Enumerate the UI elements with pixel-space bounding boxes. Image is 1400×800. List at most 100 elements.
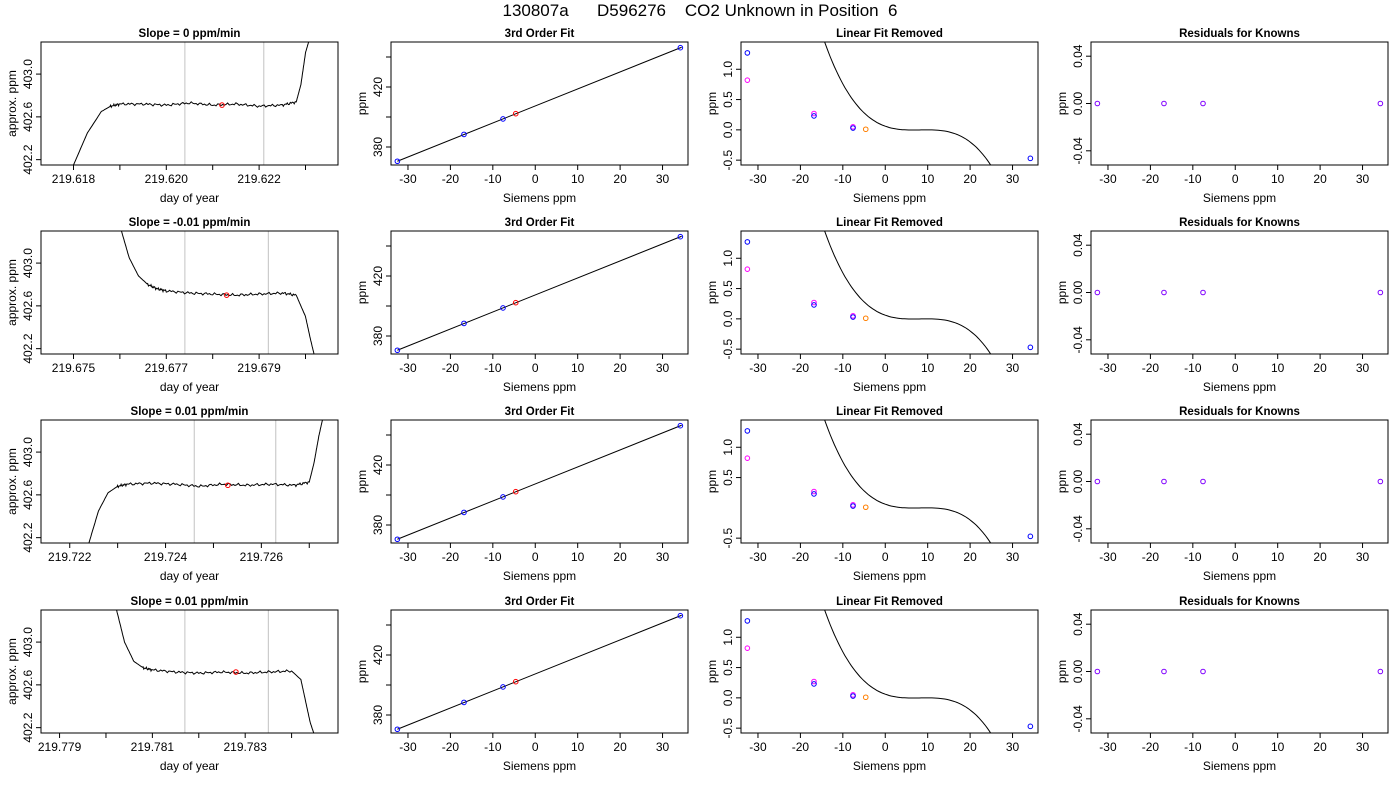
plot-frame	[390, 41, 689, 166]
x-tick-label: -30	[749, 361, 767, 375]
chart-title: Slope = 0 ppm/min	[139, 28, 241, 40]
y-axis-label: approx. ppm	[5, 70, 19, 137]
x-axis-label: Siemens ppm	[1203, 191, 1276, 205]
chart-panel: Linear Fit Removed Siemens ppm ppm -30 -20 -1…	[700, 590, 1050, 780]
y-tick-label: 1.0	[721, 439, 735, 456]
chart-title: Slope = -0.01 ppm/min	[129, 217, 251, 229]
plot-area	[824, 610, 992, 733]
plot-frame	[740, 419, 1039, 544]
x-tick-label: 219.726	[240, 550, 284, 564]
x-tick-label: -10	[484, 172, 502, 186]
plot-area	[88, 420, 323, 543]
x-tick-label: 219.724	[144, 550, 188, 564]
x-tick-label: 0	[1232, 361, 1239, 375]
x-tick-label: 10	[1271, 550, 1285, 564]
y-tick-label: 0.0	[721, 689, 735, 706]
x-tick-label: 10	[571, 550, 585, 564]
x-tick-label: 10	[571, 172, 585, 186]
x-tick-label: -10	[1184, 740, 1202, 754]
chart-panel: 3rd Order Fit Siemens ppm ppm -30 -20 -10 0 10 2…	[350, 590, 700, 780]
y-tick-label: 420	[371, 645, 385, 665]
y-tick-label: 420	[371, 455, 385, 475]
known-point	[461, 509, 467, 516]
x-axis-label: day of year	[160, 759, 219, 773]
x-tick-label: 30	[1006, 361, 1020, 375]
x-tick-label: 20	[963, 172, 977, 186]
plot-frame	[740, 41, 1039, 166]
x-tick-label: -20	[1142, 172, 1160, 186]
residual-point	[1200, 100, 1206, 107]
chart-svg: 3rd Order Fit Siemens ppm ppm -30 -20 -10 0 10 2…	[355, 596, 689, 773]
known-point	[1027, 155, 1034, 162]
x-tick-label: -30	[399, 361, 417, 375]
known-point	[677, 44, 684, 51]
residual-point	[1377, 289, 1384, 296]
x-tick-label: 0	[1232, 172, 1239, 186]
plot-area	[397, 235, 682, 351]
chart-svg: Residuals for Knowns Siemens ppm ppm -30 -20…	[1055, 217, 1389, 394]
plot-frame	[40, 41, 339, 166]
x-tick-label: -30	[749, 550, 767, 564]
residual-point	[1094, 478, 1101, 485]
x-tick-label: -10	[834, 550, 852, 564]
known-point	[394, 726, 401, 733]
chart-title: Residuals for Knowns	[1179, 596, 1300, 608]
x-tick-label: -20	[1142, 550, 1160, 564]
y-tick-label: 0.04	[1071, 422, 1085, 446]
fit-line	[397, 46, 682, 162]
known-point	[1027, 344, 1034, 351]
y-tick-label: 420	[371, 77, 385, 97]
cubic-fit-curve	[824, 42, 992, 165]
cubic-fit-curve	[824, 610, 992, 733]
known-point	[394, 536, 401, 543]
known-point	[850, 314, 856, 320]
y-tick-label: 380	[371, 137, 385, 157]
x-tick-label: -10	[1184, 550, 1202, 564]
y-axis-label: ppm	[1055, 281, 1069, 304]
chart-title: Residuals for Knowns	[1179, 28, 1300, 40]
cubic-fit-curve	[824, 231, 992, 354]
x-tick-label: 0	[532, 740, 539, 754]
y-tick-label: 0.04	[1071, 612, 1085, 636]
chart-title: 3rd Order Fit	[505, 217, 575, 229]
unknown-point	[862, 126, 869, 133]
y-axis-label: ppm	[355, 281, 369, 304]
chart-panel: Slope = 0.01 ppm/min day of year approx. p…	[0, 400, 350, 590]
plot-frame	[1090, 41, 1389, 166]
x-tick-label: 10	[1271, 740, 1285, 754]
chart-panel: Slope = -0.01 ppm/min day of year approx. …	[0, 211, 350, 401]
residual-point	[1377, 668, 1384, 675]
x-tick-label: 30	[656, 740, 670, 754]
plot-frame	[390, 419, 689, 544]
x-tick-label: 10	[1271, 361, 1285, 375]
chart-panel: Linear Fit Removed Siemens ppm ppm -30 -20 -1…	[700, 400, 1050, 590]
chart-title: Linear Fit Removed	[836, 217, 943, 229]
x-tick-label: -30	[749, 172, 767, 186]
y-axis-label: ppm	[355, 92, 369, 115]
chart-title: Residuals for Knowns	[1179, 217, 1300, 229]
chart-svg: Linear Fit Removed Siemens ppm ppm -30 -20 -1…	[705, 28, 1039, 205]
unknown-point	[862, 504, 869, 511]
y-axis-label: ppm	[705, 281, 719, 304]
ppm-trace-line	[88, 420, 323, 543]
y-tick-label: -0.04	[1071, 137, 1085, 165]
plot-frame	[1090, 609, 1389, 734]
y-tick-label: 1.0	[721, 629, 735, 646]
y-tick-label: 402.6	[21, 480, 35, 510]
x-tick-label: 30	[656, 172, 670, 186]
x-tick-label: 10	[921, 740, 935, 754]
x-tick-label: 20	[963, 740, 977, 754]
residual-point	[1161, 289, 1167, 296]
x-tick-label: 30	[1006, 172, 1020, 186]
residual-point	[1200, 668, 1206, 675]
y-tick-label: 403.0	[21, 437, 35, 467]
x-tick-label: 219.618	[52, 172, 96, 186]
x-tick-label: -10	[834, 740, 852, 754]
unknown-point	[512, 299, 519, 306]
x-tick-label: -30	[749, 740, 767, 754]
known-point	[461, 320, 467, 327]
chart-title: Linear Fit Removed	[836, 28, 943, 40]
x-tick-label: 20	[613, 361, 627, 375]
x-tick-label: 0	[1232, 740, 1239, 754]
fit-line	[397, 235, 682, 351]
